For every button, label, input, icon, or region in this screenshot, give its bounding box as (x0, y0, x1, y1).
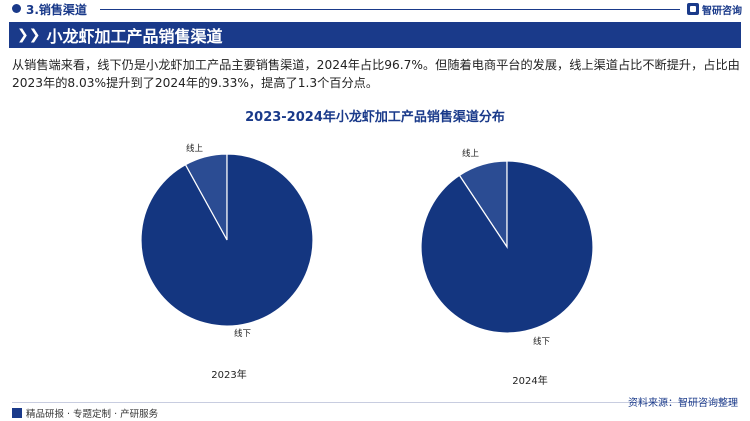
top-divider (100, 9, 680, 10)
section-dot-icon (12, 4, 21, 13)
pie-year-label-0: 2023年 (211, 368, 246, 381)
footer-tagline: 精品研报 · 专题定制 · 产研服务 (12, 406, 158, 420)
title-banner: ❯❯ 小龙虾加工产品销售渠道 (9, 22, 741, 48)
section-title: 3.销售渠道 (26, 3, 87, 17)
slice-label-offline-0: 线下 (234, 328, 252, 339)
source-note: 资料来源：智研咨询整理 (628, 398, 738, 409)
slice-label-offline-1: 线下 (533, 336, 551, 347)
footer-logo-icon (12, 408, 22, 418)
pie-slice-offline-1 (420, 160, 594, 334)
brand-name: 智研咨询 (702, 5, 742, 17)
summary-paragraph: 从销售端来看，线下仍是小龙虾加工产品主要销售渠道，2024年占比96.7%。但随… (12, 58, 740, 90)
footer-tagline-text: 精品研报 · 专题定制 · 产研服务 (26, 409, 159, 420)
banner-title: 小龙虾加工产品销售渠道 (46, 27, 223, 46)
chart-title: 2023-2024年小龙虾加工产品销售渠道分布 (245, 110, 505, 125)
top-bar: 3.销售渠道 (0, 0, 750, 18)
brand: 智研咨询 (687, 0, 742, 18)
brand-logo-icon (687, 3, 699, 15)
slice-label-online-0: 线上 (186, 143, 204, 154)
footer-divider (12, 402, 738, 403)
double-chevron-icon: ❯❯ (17, 27, 41, 43)
pie-slice-offline-0 (140, 153, 314, 327)
pie-year-label-1: 2024年 (512, 374, 547, 387)
slice-label-online-1: 线上 (462, 148, 480, 159)
